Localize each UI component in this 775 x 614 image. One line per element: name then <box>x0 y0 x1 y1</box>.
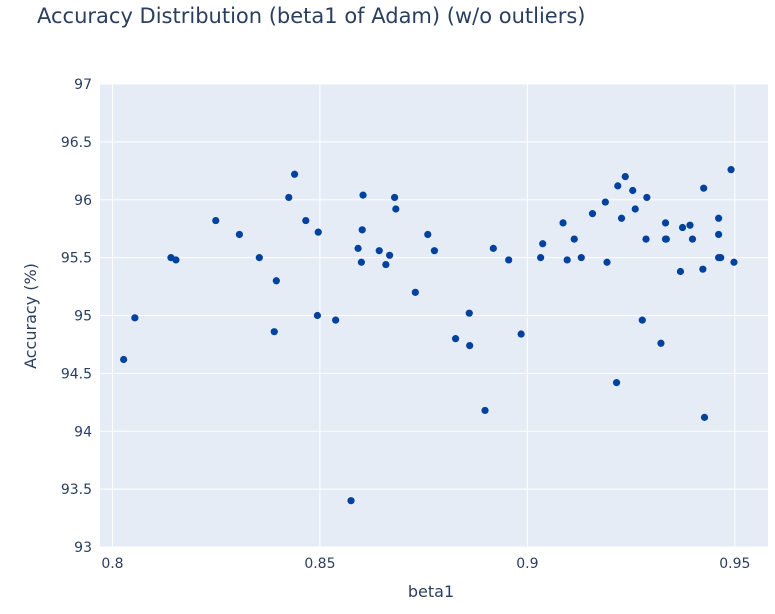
data-point <box>715 230 723 239</box>
data-point <box>657 339 665 347</box>
y-axis-ticks: 93 93.5 94 94.5 95 95.5 96 96.5 97 <box>61 77 92 556</box>
data-point <box>661 219 670 227</box>
data-point <box>631 205 639 213</box>
data-points <box>120 166 738 505</box>
data-point <box>661 235 670 243</box>
data-point <box>642 235 650 243</box>
x-axis-ticks: 0.8 0.85 0.9 0.95 <box>101 556 750 572</box>
data-point <box>332 316 340 324</box>
y-tick-label: 96 <box>74 193 92 209</box>
data-point <box>700 184 708 192</box>
y-tick-label: 95 <box>74 309 92 325</box>
data-point <box>386 251 394 259</box>
data-point <box>570 235 578 243</box>
data-point <box>678 223 687 232</box>
data-point <box>621 173 629 181</box>
data-point <box>688 235 697 243</box>
data-point <box>272 277 280 285</box>
data-point <box>411 288 419 296</box>
data-point <box>717 254 725 262</box>
data-point <box>676 267 685 276</box>
data-point <box>617 214 626 222</box>
data-point <box>358 226 366 234</box>
data-point <box>302 216 310 225</box>
data-point <box>643 193 651 202</box>
x-tick-label: 0.8 <box>101 556 123 572</box>
data-point <box>577 254 585 262</box>
data-point <box>212 216 220 225</box>
data-point <box>517 330 525 338</box>
y-tick-label: 97 <box>74 77 92 93</box>
data-point <box>489 244 497 252</box>
data-point <box>612 379 621 387</box>
data-point <box>686 221 694 229</box>
data-point <box>700 413 709 421</box>
data-point <box>638 316 646 324</box>
data-point <box>359 191 367 199</box>
data-point <box>347 497 355 505</box>
data-point <box>120 355 128 364</box>
data-point <box>537 254 545 262</box>
data-point <box>614 182 622 190</box>
data-point <box>390 193 399 202</box>
data-point <box>255 254 263 262</box>
data-point <box>424 230 432 239</box>
data-point <box>715 214 723 222</box>
x-tick-label: 0.95 <box>719 556 750 572</box>
data-point <box>235 230 244 239</box>
data-point <box>465 309 473 317</box>
y-tick-label: 93.5 <box>61 482 92 498</box>
chart-title: Accuracy Distribution (beta1 of Adam) (w… <box>37 4 585 28</box>
y-tick-label: 95.5 <box>61 251 92 267</box>
data-point <box>131 314 139 322</box>
data-point <box>730 258 738 266</box>
data-point <box>559 219 567 227</box>
data-point <box>357 258 365 266</box>
data-point <box>285 193 293 202</box>
data-point <box>539 240 547 248</box>
data-point <box>563 256 571 264</box>
data-point <box>270 328 278 336</box>
data-point <box>172 256 180 264</box>
data-point <box>629 186 637 195</box>
x-axis-label: beta1 <box>408 582 454 601</box>
data-point <box>601 198 609 206</box>
data-point <box>451 335 460 343</box>
y-tick-label: 94.5 <box>61 366 92 382</box>
data-point <box>588 210 597 218</box>
y-axis-label: Accuracy (%) <box>21 263 40 369</box>
data-point <box>354 244 362 252</box>
y-tick-label: 96.5 <box>61 135 92 151</box>
data-point <box>699 265 707 273</box>
data-point <box>430 247 439 255</box>
data-point <box>314 228 322 236</box>
y-tick-label: 94 <box>74 424 92 440</box>
data-point <box>505 256 513 264</box>
x-tick-label: 0.85 <box>304 556 335 572</box>
data-point <box>392 205 400 213</box>
y-tick-label: 93 <box>74 540 92 556</box>
data-point <box>603 258 611 266</box>
x-tick-label: 0.9 <box>516 556 538 572</box>
data-point <box>481 406 489 415</box>
data-point <box>727 166 735 174</box>
data-point <box>466 341 474 350</box>
data-point <box>375 247 383 255</box>
data-point <box>382 260 390 269</box>
data-point <box>313 311 322 320</box>
data-point <box>290 170 299 178</box>
